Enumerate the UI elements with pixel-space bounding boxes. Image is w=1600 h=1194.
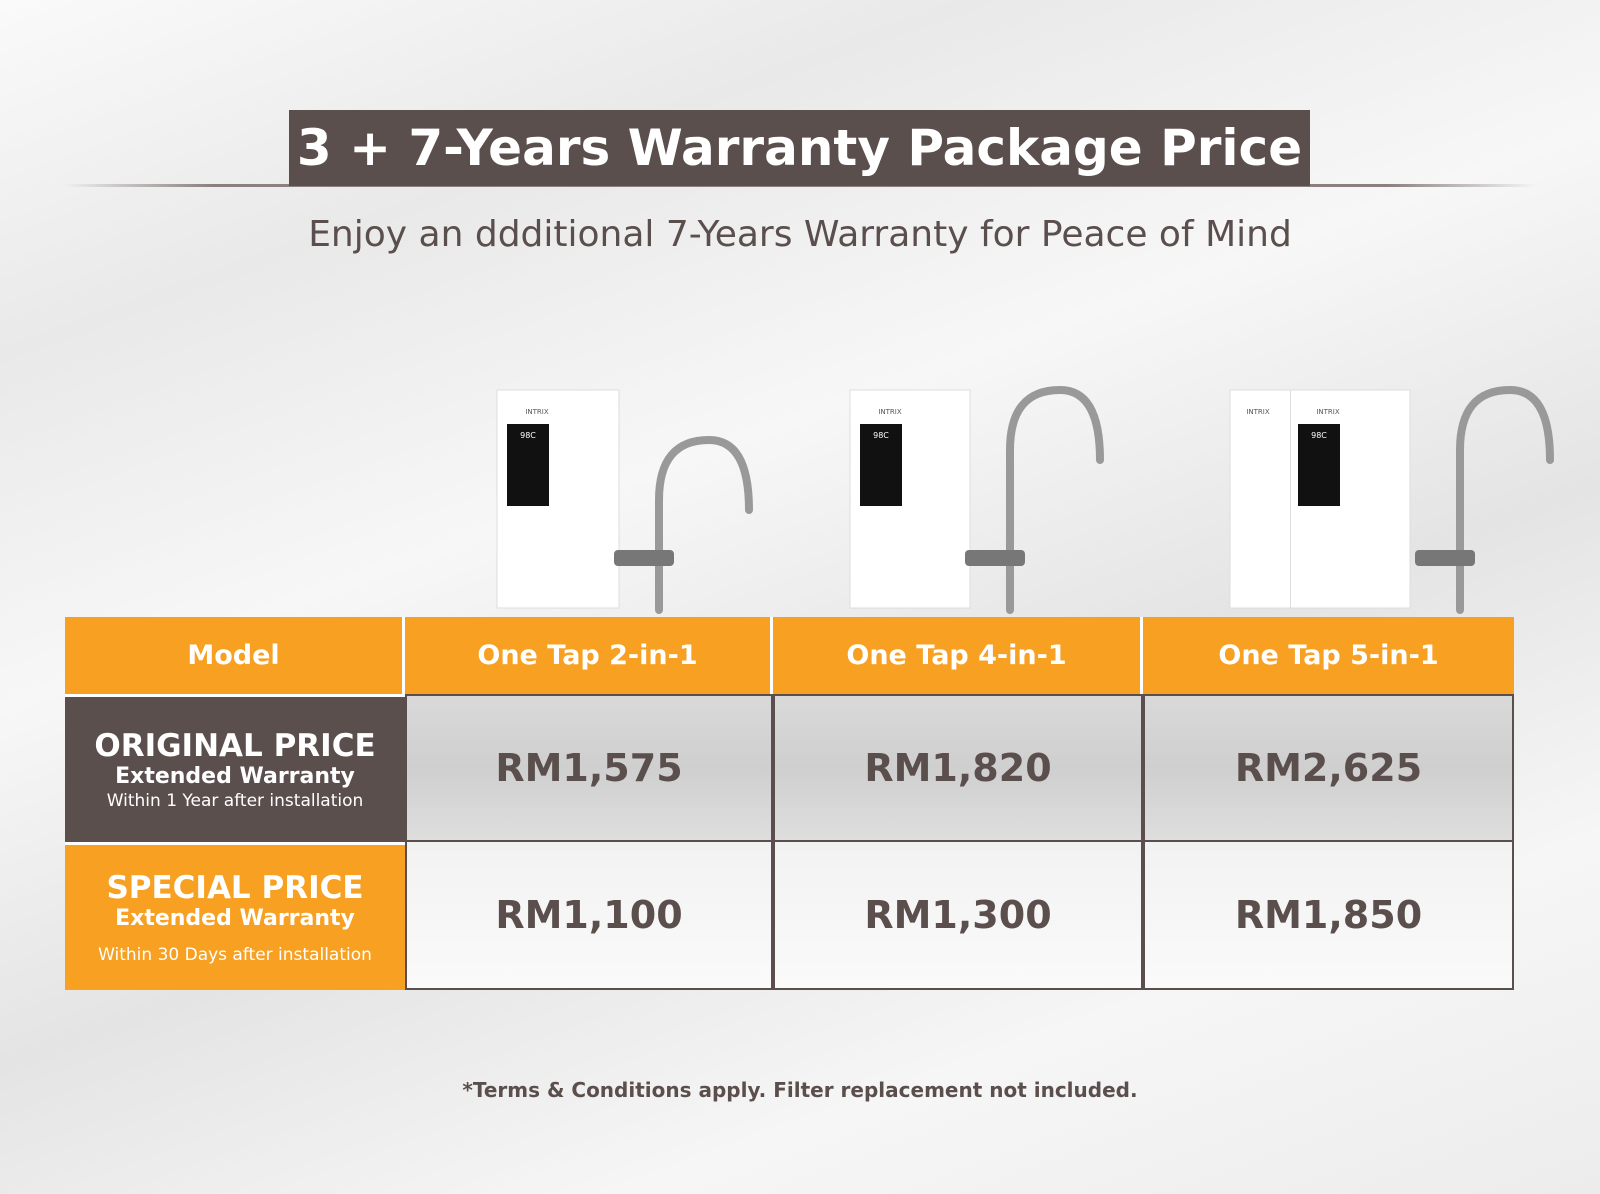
faucet-base [614,550,674,566]
column-header: One Tap 4-in-1 [846,640,1067,671]
faucet-base [1415,550,1475,566]
row-note: Within 1 Year after installation [106,791,364,811]
row-label: ORIGINAL PRICE Extended Warranty Within 1 … [65,694,405,842]
display-temp: 98C [1311,431,1327,440]
faucet [1006,385,1104,614]
title: 3 + 7-Years Warranty Package Price [289,110,1310,186]
product-images: INTRIX 98C INTRIX 98C INTRIX INTRIX 98C [496,385,1554,614]
subtitle: Enjoy an ddditional 7-Years Warranty for… [308,214,1292,255]
price: RM2,625 [1234,746,1423,790]
brand-label: INTRIX [878,408,902,416]
display-temp: 98C [873,431,889,440]
header-cell: One Tap 4-in-1 [773,617,1143,694]
price-cell: RM1,575 [405,694,773,842]
price-cell: RM1,300 [773,842,1143,990]
faucet [655,435,753,614]
column-header: Model [187,640,280,671]
display [507,424,549,506]
brand-label: INTRIX [1316,408,1340,416]
footer-note: *Terms & Conditions apply. Filter replac… [462,1078,1138,1102]
price: RM1,850 [1234,893,1423,937]
row-sublabel: Extended Warranty [115,764,355,789]
display [860,424,902,506]
price-cell: RM1,100 [405,842,773,990]
product-divider [1290,390,1291,608]
column-header: One Tap 2-in-1 [477,640,698,671]
brand-label: INTRIX [525,408,549,416]
header-cell: Model [65,617,405,694]
price: RM1,820 [864,746,1052,790]
row-label: SPECIAL PRICE Extended Warranty Within 30 … [65,842,405,990]
row-note: Within 30 Days after installation [98,945,372,965]
header-cell: One Tap 5-in-1 [1143,617,1514,694]
row-title: ORIGINAL PRICE [94,728,376,764]
price: RM1,575 [495,746,683,790]
price: RM1,100 [495,893,683,937]
header-cell: One Tap 2-in-1 [405,617,773,694]
price-cell: RM1,820 [773,694,1143,842]
column-header: One Tap 5-in-1 [1218,640,1439,671]
display-temp: 98C [520,431,536,440]
price: RM1,300 [864,893,1052,937]
row-title: SPECIAL PRICE [106,870,364,906]
faucet-base [965,550,1025,566]
row-sublabel: Extended Warranty [115,906,355,931]
price-cell: RM1,850 [1143,842,1514,990]
display [1298,424,1340,506]
price-cell: RM2,625 [1143,694,1514,842]
brand-label: INTRIX [1246,408,1270,416]
faucet [1456,385,1554,614]
